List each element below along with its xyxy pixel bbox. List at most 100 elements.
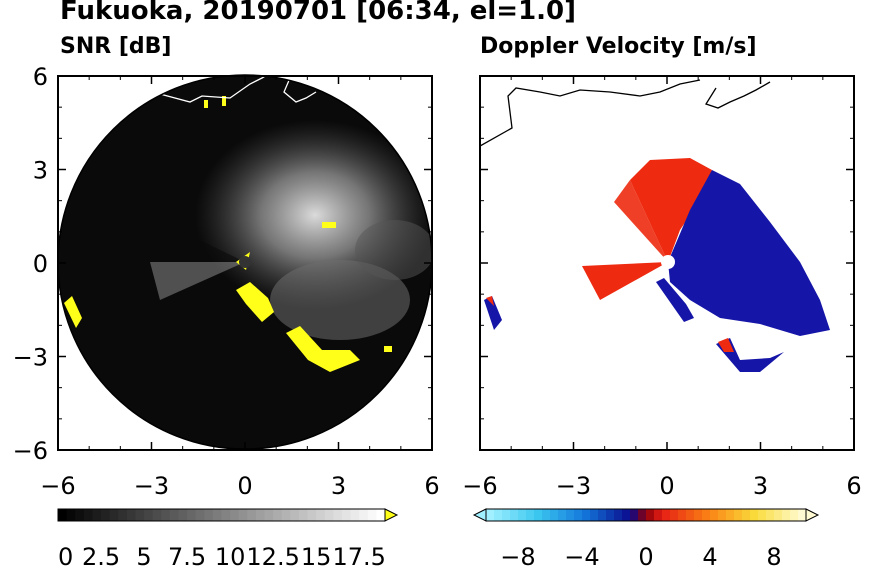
snr-colorbar-segment xyxy=(367,509,377,521)
doppler-colorbar-segment xyxy=(542,509,551,521)
snr-colorbar-segment xyxy=(83,509,93,521)
snr-colorbar-segment xyxy=(178,509,188,521)
snr-colorbar-segment xyxy=(290,509,300,521)
snr-colorbar-segment xyxy=(307,509,317,521)
doppler-colorbar-extend-min xyxy=(472,508,487,522)
doppler-colorbar-tick-label: −8 xyxy=(500,543,535,570)
doppler-colorbar-segment xyxy=(574,509,583,521)
snr-y-tick-label: 6 xyxy=(33,63,48,91)
doppler-colorbar-segment xyxy=(638,509,647,521)
snr-colorbar-segment xyxy=(152,509,162,521)
snr-colorbar-segment xyxy=(221,509,231,521)
doppler-colorbar-segment xyxy=(798,509,807,521)
doppler-x-tick-label: 3 xyxy=(753,472,768,500)
snr-colorbar-segment xyxy=(92,509,102,521)
doppler-nw-wedge xyxy=(614,180,668,262)
snr-colorbar-segment xyxy=(101,509,111,521)
doppler-colorbar-segment xyxy=(694,509,703,521)
snr-colorbar-segment xyxy=(109,509,119,521)
doppler-west-wedge xyxy=(582,262,668,300)
snr-x-tick-label: 3 xyxy=(331,472,346,500)
doppler-colorbar-segment xyxy=(718,509,727,521)
snr-x-tick-label: −3 xyxy=(134,472,169,500)
doppler-colorbar-segment xyxy=(550,509,559,521)
snr-colorbar-tick-label: 15 xyxy=(301,543,332,570)
doppler-colorbar-segment xyxy=(630,509,639,521)
snr-colorbar-tick-label: 2.5 xyxy=(82,543,120,570)
snr-colorbar-frame xyxy=(57,508,386,522)
snr-colorbar-segment xyxy=(255,509,266,521)
snr-y-tick-label: −3 xyxy=(13,344,48,372)
snr-colorbar-segment xyxy=(66,509,76,521)
snr-beam-wedge xyxy=(148,215,245,262)
doppler-clutter-west-edge xyxy=(486,296,494,306)
snr-panel: −6 −3 0 3 6 −6 −3 0 3 6 xyxy=(13,63,440,500)
doppler-colorbar-segment xyxy=(766,509,775,521)
snr-x-ticks: −6 −3 0 3 6 xyxy=(40,76,440,500)
snr-colorbar-tick-label: 12.5 xyxy=(246,543,299,570)
snr-colorbar-segment xyxy=(204,509,214,521)
figure-title: Fukuoka, 20190701 [06:34, el=1.0] xyxy=(60,0,577,26)
doppler-colorbar-segment xyxy=(758,509,767,521)
doppler-colorbar-segment xyxy=(590,509,599,521)
snr-colorbar-segment xyxy=(324,509,334,521)
snr-colorbar-tick-label: 5 xyxy=(136,543,151,570)
snr-colorbar-segment xyxy=(118,509,128,521)
snr-colorbar-extend-max xyxy=(384,508,399,522)
doppler-x-tick-label: 6 xyxy=(846,472,861,500)
snr-colorbar: 0 2.5 5 7.5 10 12.5 15 17.5 xyxy=(57,508,399,570)
snr-y-tick-label: 3 xyxy=(33,157,48,185)
doppler-colorbar-segment xyxy=(614,509,623,521)
doppler-colorbar-segment xyxy=(502,509,511,521)
snr-colorbar-segment xyxy=(298,509,309,521)
doppler-colorbar-tick-label: −4 xyxy=(564,543,599,570)
doppler-colorbar-segment xyxy=(518,509,527,521)
snr-colorbar-segment xyxy=(169,509,179,521)
snr-coastline xyxy=(159,75,317,103)
snr-y-tick-label: −6 xyxy=(13,437,48,465)
snr-echo-lower xyxy=(270,260,410,340)
doppler-panel: −6 −3 0 3 6 xyxy=(462,75,862,500)
doppler-colorbar-segment xyxy=(494,509,503,521)
snr-colorbar-tick-label: 7.5 xyxy=(168,543,206,570)
doppler-colorbar-tick-label: 0 xyxy=(638,543,653,570)
doppler-clutter-west xyxy=(484,296,502,330)
doppler-colorbar-segment xyxy=(582,509,591,521)
doppler-colorbar-segment xyxy=(526,509,535,521)
snr-colorbar-segment xyxy=(281,509,291,521)
doppler-x-tick-label: −6 xyxy=(462,472,497,500)
doppler-colorbar-segment xyxy=(662,509,671,521)
snr-colorbar-segment xyxy=(359,509,369,521)
doppler-colorbar-extend-max xyxy=(805,508,820,522)
snr-y-tick-label: 0 xyxy=(33,250,48,278)
snr-colorbar-segment xyxy=(144,509,154,521)
snr-colorbar-segment xyxy=(195,509,205,521)
snr-colorbar-segment xyxy=(135,509,145,521)
doppler-colorbar-frame xyxy=(485,508,807,522)
doppler-colorbar-segment xyxy=(782,509,791,521)
snr-colorbar-segment xyxy=(247,509,257,521)
doppler-colorbar-segment xyxy=(654,509,663,521)
doppler-x-ticks: −6 −3 0 3 6 xyxy=(462,76,862,500)
snr-colorbar-segment xyxy=(350,509,360,521)
snr-colorbar-segment xyxy=(58,509,68,521)
snr-colorbar-segment xyxy=(316,509,326,521)
snr-panel-title: SNR [dB] xyxy=(60,34,172,59)
doppler-colorbar-segment xyxy=(510,509,519,521)
doppler-colorbar-segment xyxy=(486,509,495,521)
doppler-colorbar-segment xyxy=(734,509,743,521)
snr-colorbar-segment xyxy=(187,509,197,521)
doppler-clutter-sse xyxy=(656,278,694,322)
snr-colorbar-tick-label: 10 xyxy=(215,543,246,570)
snr-colorbar-segment xyxy=(333,509,343,521)
doppler-colorbar-segment xyxy=(726,509,735,521)
doppler-y-ticks xyxy=(480,75,854,451)
doppler-colorbar: −8 −4 0 4 8 xyxy=(472,508,820,570)
snr-colorbar-tick-label: 17.5 xyxy=(332,543,385,570)
snr-y-ticks: −6 −3 0 3 6 xyxy=(13,63,432,465)
doppler-receding-region xyxy=(630,158,712,262)
doppler-colorbar-segment xyxy=(566,509,575,521)
snr-colorbar-segment xyxy=(212,509,222,521)
snr-colorbar-segment xyxy=(341,509,352,521)
